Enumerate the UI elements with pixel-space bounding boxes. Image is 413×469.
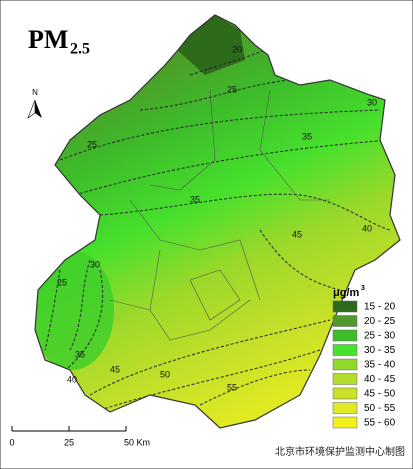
contour-label: 30 <box>90 259 100 269</box>
contour-label-group: 20 25 30 25 35 35 40 45 30 25 35 40 45 50 55 <box>57 44 377 392</box>
legend-swatch <box>332 300 358 313</box>
title-subscript: 2.5 <box>70 41 90 58</box>
contour-label: 45 <box>110 364 120 374</box>
contour-label: 20 <box>232 44 242 54</box>
legend-label: 40 - 45 <box>364 374 396 385</box>
contour-label: 40 <box>67 374 77 384</box>
credit: 北京市环境保护监测中心制图 <box>275 445 405 458</box>
district-boundaries <box>109 89 330 341</box>
legend-label: 45 - 50 <box>364 389 396 400</box>
legend-label: 20 - 25 <box>364 316 396 327</box>
legend-label: 35 - 40 <box>364 360 396 371</box>
contour-label: 55 <box>227 382 237 392</box>
legend-label: 25 - 30 <box>364 331 396 342</box>
north-label: N <box>32 88 38 97</box>
contour-label: 25 <box>227 84 237 94</box>
contours <box>44 49 391 411</box>
legend-label: 55 - 60 <box>364 418 396 429</box>
legend: μg/m 3 15 - 20 20 - 25 25 - 30 30 - 35 35 - … <box>332 285 396 429</box>
north-low-zone <box>175 15 245 75</box>
legend-swatch <box>332 329 358 342</box>
legend-label: 50 - 55 <box>364 403 396 414</box>
legend-swatch <box>332 387 358 400</box>
scale-label: 50 Km <box>124 437 150 447</box>
contour-label: 45 <box>292 229 302 239</box>
contour-label: 25 <box>57 277 67 287</box>
title: PM <box>28 25 68 54</box>
legend-swatch <box>332 402 358 414</box>
legend-swatch <box>332 358 358 371</box>
contour-label: 35 <box>75 349 85 359</box>
legend-unit: μg/m <box>333 287 360 299</box>
north-arrow: N <box>27 88 42 119</box>
contour-label: 35 <box>190 194 200 204</box>
legend-swatch <box>332 416 358 429</box>
scale-label: 25 <box>64 437 74 447</box>
legend-unit-superscript: 3 <box>361 285 365 292</box>
legend-swatch <box>332 315 358 327</box>
contour-label: 30 <box>367 97 377 107</box>
west-low-zone <box>35 250 114 370</box>
scale-bar: 0 25 50 Km <box>9 426 150 447</box>
legend-label: 30 - 35 <box>364 345 396 356</box>
contour-label: 35 <box>302 131 312 141</box>
contour-label: 25 <box>87 139 97 149</box>
legend-swatch <box>332 344 358 356</box>
contour-label: 50 <box>160 369 170 379</box>
contour-label: 40 <box>362 223 372 233</box>
legend-label: 15 - 20 <box>364 302 396 313</box>
legend-swatch <box>332 373 358 385</box>
scale-label: 0 <box>9 437 14 447</box>
